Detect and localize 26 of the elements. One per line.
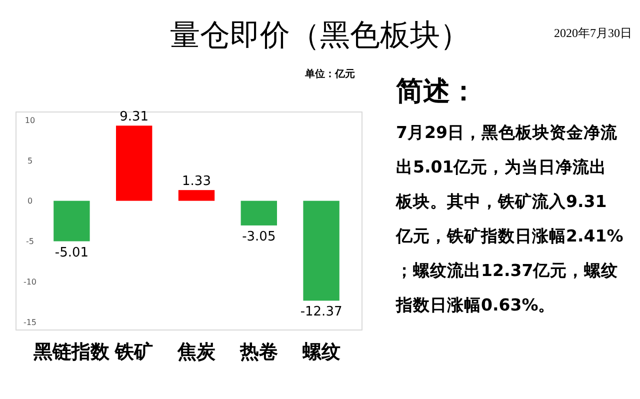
data-label: -5.01 bbox=[54, 245, 89, 260]
y-tick-label: 5 bbox=[27, 156, 33, 166]
x-tick-label: 螺纹 bbox=[301, 341, 340, 363]
data-label: 1.33 bbox=[182, 174, 211, 190]
y-tick-label: 0 bbox=[27, 196, 33, 206]
chart-title: 量仓即价（黑色板块） bbox=[170, 19, 470, 52]
x-tick-label: 铁矿 bbox=[114, 341, 154, 363]
bar bbox=[116, 126, 152, 201]
y-tick-label: -5 bbox=[26, 237, 34, 246]
text: 7月29日，黑色板块资金净流出5.01亿元，为当日净流出板块。其中，铁矿流入9.31亿元，铁矿指数日涨幅2.41%；螺纹流出12.37亿元，螺纹指数日涨幅0.63%。 bbox=[395, 123, 624, 314]
bar bbox=[240, 200, 277, 226]
x-tick-label: 黑链指数 bbox=[32, 341, 111, 363]
y-tick-label: -15 bbox=[23, 318, 37, 327]
x-tick-label: 焦炭 bbox=[176, 341, 216, 363]
data-label: -3.05 bbox=[242, 229, 276, 244]
bar bbox=[178, 190, 215, 201]
bar bbox=[303, 200, 340, 301]
y-tick-label: 10 bbox=[24, 116, 36, 125]
data-label: 9.31 bbox=[120, 110, 149, 125]
text: 单位：亿元 bbox=[304, 68, 355, 80]
y-tick-label: -10 bbox=[23, 277, 37, 286]
x-tick-label: 热卷 bbox=[238, 341, 278, 363]
data-label: -12.37 bbox=[300, 304, 342, 320]
bar bbox=[54, 200, 90, 242]
text: 简述： bbox=[395, 76, 477, 107]
text: 2020年7月30日 bbox=[554, 26, 632, 40]
